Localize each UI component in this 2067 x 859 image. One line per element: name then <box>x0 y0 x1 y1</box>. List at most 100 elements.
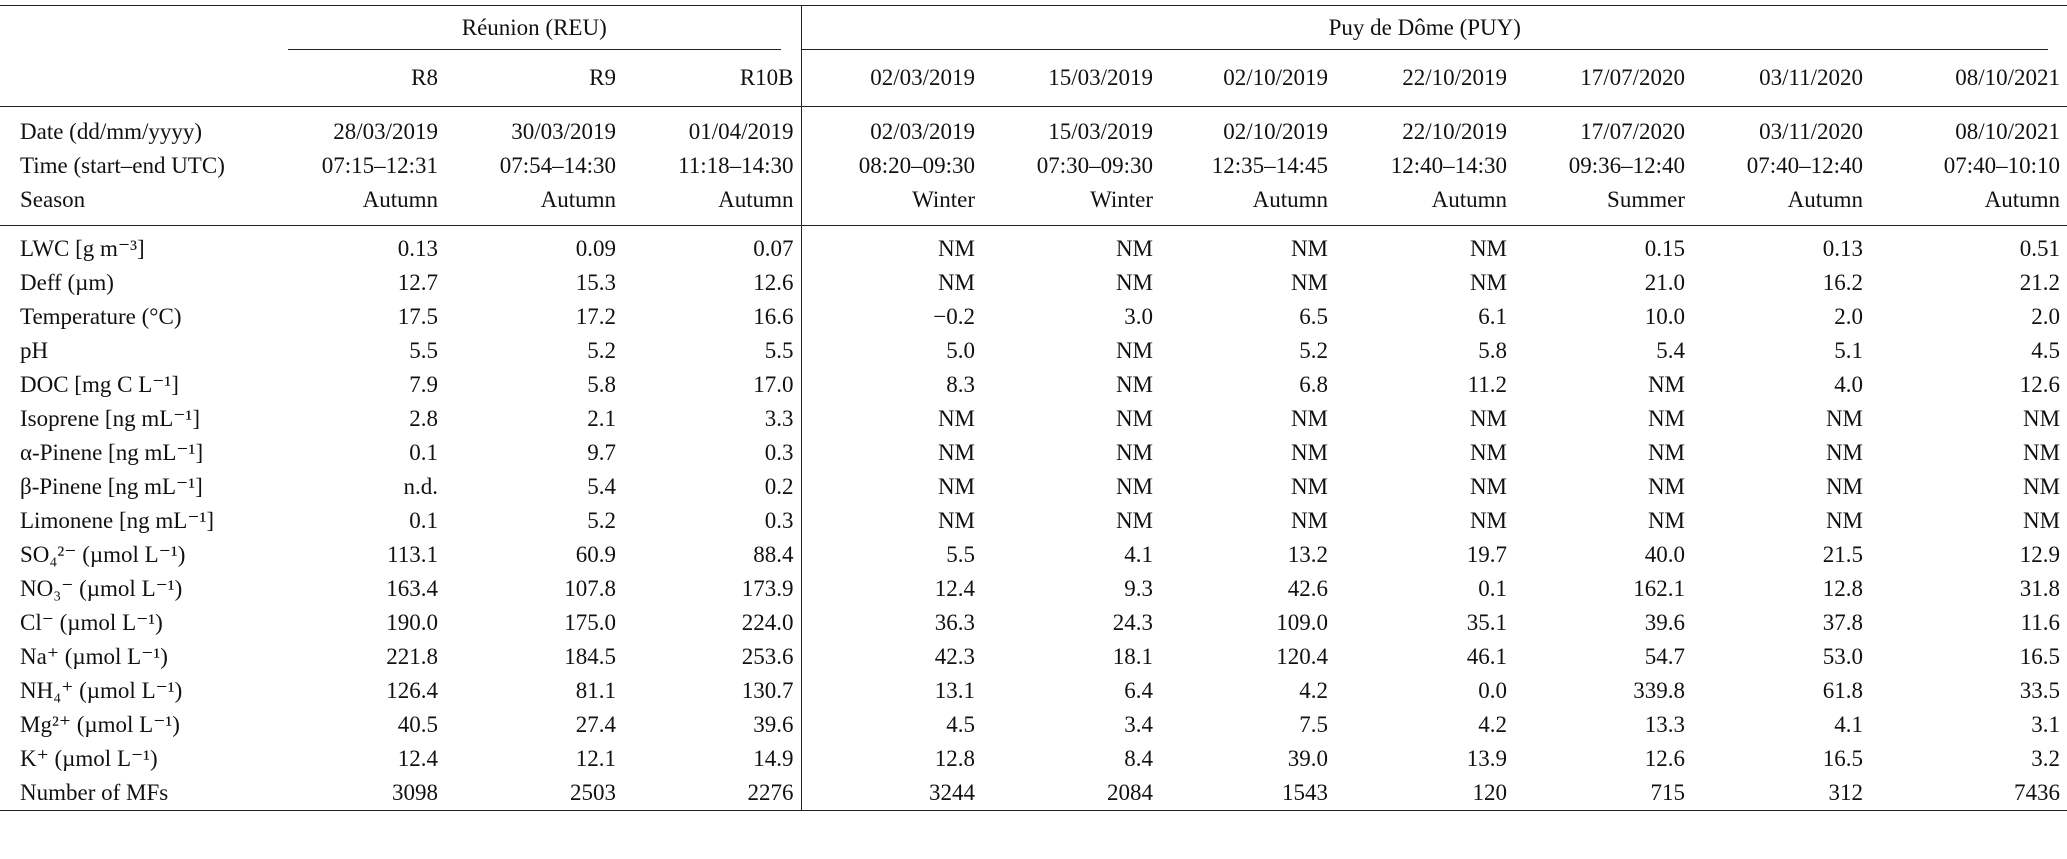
cell: 6.8 <box>1299 372 1328 397</box>
cell: 36.3 <box>800 606 982 640</box>
cell: 18.1 <box>1112 644 1153 669</box>
cell: 0.3 <box>764 508 794 533</box>
data-row: NO₃⁻ (µmol L⁻¹) 163.4 107.8 173.9 12.4 9.3 42.… <box>0 572 2067 606</box>
cell: 12.1 <box>575 746 616 771</box>
cell: 39.0 <box>1287 746 1328 771</box>
cell: 12.9 <box>2019 542 2061 567</box>
info-row: Season Autumn Autumn Autumn Winter Winter Autu… <box>0 183 2067 226</box>
cell: 3.1 <box>2031 712 2061 737</box>
cell: 31.8 <box>2019 576 2061 601</box>
cell: 173.9 <box>741 576 794 601</box>
cell: 12.4 <box>397 746 438 771</box>
data-table: Réunion (REU) Puy de Dôme (PUY) R8 R9 R10B 02… <box>0 5 2067 811</box>
cell: 2.0 <box>1834 304 1863 329</box>
cell: 120.4 <box>1276 644 1328 669</box>
row-label: Season <box>0 183 288 226</box>
cell: 0.13 <box>397 236 438 261</box>
empty-cell <box>0 5 288 50</box>
cell: 02/10/2019 <box>1223 119 1328 144</box>
cell: NM <box>1647 508 1685 533</box>
cell: 19.7 <box>1466 542 1507 567</box>
cell: 107.8 <box>564 576 616 601</box>
cell: 5.4 <box>587 474 616 499</box>
cell: NM <box>2022 508 2061 533</box>
row-label: DOC [mg C L⁻¹] <box>20 372 179 397</box>
column-header: 15/03/2019 <box>982 50 1160 107</box>
row-label: LWC [g m⁻³] <box>20 236 145 261</box>
cell: 21.5 <box>1822 542 1863 567</box>
cell: 715 <box>1514 776 1692 811</box>
cell: 7.5 <box>1299 712 1328 737</box>
cell: 163.4 <box>386 576 438 601</box>
cell: 09:36–12:40 <box>1568 153 1685 178</box>
cell: NM <box>1825 508 1863 533</box>
cell: 39.6 <box>1644 610 1685 635</box>
cell: 8.3 <box>800 368 982 402</box>
page: Réunion (REU) Puy de Dôme (PUY) R8 R9 R10B 02… <box>0 5 2067 859</box>
cell: 11.2 <box>1467 372 1507 397</box>
cell: Winter <box>800 183 982 226</box>
cell: NM <box>1647 406 1685 431</box>
data-row: DOC [mg C L⁻¹] 7.9 5.8 17.0 8.3 NM 6.8 11.2 NM 4.… <box>0 368 2067 402</box>
cell: 3.0 <box>1124 304 1153 329</box>
cell: NM <box>1469 440 1507 465</box>
cell: NM <box>1469 236 1507 261</box>
info-row: Time (start–end UTC) 07:15–12:31 07:54–14:… <box>0 149 2067 183</box>
cell: 0.51 <box>2019 236 2061 261</box>
column-header: 02/03/2019 <box>800 50 982 107</box>
cell: 07:54–14:30 <box>499 153 616 178</box>
column-header: R10B <box>623 50 801 107</box>
data-row: β-Pinene [ng mL⁻¹] n.d. 5.4 0.2 NM NM NM NM NM NM… <box>0 470 2067 504</box>
cell: NM <box>1290 270 1328 295</box>
data-row: α-Pinene [ng mL⁻¹] 0.1 9.7 0.3 NM NM NM NM NM NM N… <box>0 436 2067 470</box>
cell: 0.0 <box>1478 678 1507 703</box>
cell: 30/03/2019 <box>511 119 616 144</box>
cell: 12:40–14:30 <box>1390 153 1507 178</box>
row-label: Limonene [ng mL⁻¹] <box>20 508 215 533</box>
cell: 40.5 <box>397 712 438 737</box>
cell: 7.9 <box>409 372 438 397</box>
cell: 5.1 <box>1834 338 1863 363</box>
cell: 0.07 <box>753 236 794 261</box>
cell: 0.09 <box>575 236 616 261</box>
cell: 0.2 <box>764 474 794 499</box>
row-label: β-Pinene [ng mL⁻¹] <box>20 474 203 499</box>
cell: 4.2 <box>1299 678 1328 703</box>
row-label: α-Pinene [ng mL⁻¹] <box>20 440 204 465</box>
cell: 13.1 <box>800 674 982 708</box>
cell: 2503 <box>445 776 623 811</box>
cell: 10.0 <box>1644 304 1685 329</box>
cell: Summer <box>1514 183 1692 226</box>
cell: 01/04/2019 <box>688 119 794 144</box>
cell: NM <box>2022 406 2061 431</box>
cell: NM <box>800 225 982 266</box>
row-label: NH₄⁺ (µmol L⁻¹) <box>20 678 183 703</box>
cell: 339.8 <box>1633 678 1685 703</box>
cell: n.d. <box>403 474 439 499</box>
cell: NM <box>1115 508 1153 533</box>
cell: NM <box>800 402 982 436</box>
data-row: Cl⁻ (µmol L⁻¹) 190.0 175.0 224.0 36.3 24.3 109… <box>0 606 2067 640</box>
cell: NM <box>800 504 982 538</box>
data-row: Limonene [ng mL⁻¹] 0.1 5.2 0.3 NM NM NM NM NM NM N… <box>0 504 2067 538</box>
cell: NM <box>1469 270 1507 295</box>
column-header: 22/10/2019 <box>1335 50 1514 107</box>
column-header: R9 <box>445 50 623 107</box>
cell: NM <box>1469 406 1507 431</box>
column-header: 08/10/2021 <box>1870 50 2067 107</box>
cell: 21.0 <box>1644 270 1685 295</box>
cell: NM <box>1115 236 1153 261</box>
cell: 5.8 <box>587 372 616 397</box>
cell: 21.2 <box>2019 270 2061 295</box>
empty-cell <box>0 50 288 107</box>
data-row: NH₄⁺ (µmol L⁻¹) 126.4 81.1 130.7 13.1 6.4 4.2 0… <box>0 674 2067 708</box>
cell: 54.7 <box>1644 644 1685 669</box>
data-row: Mg²⁺ (µmol L⁻¹) 40.5 27.4 39.6 4.5 3.4 7.5 4.2 1… <box>0 708 2067 742</box>
cell: NM <box>1290 440 1328 465</box>
info-row: Date (dd/mm/yyyy) 28/03/2019 30/03/2019 01/… <box>0 106 2067 149</box>
cell: NM <box>800 266 982 300</box>
cell: 4.5 <box>2031 338 2061 363</box>
cell: 5.2 <box>587 338 616 363</box>
cell: 109.0 <box>1276 610 1328 635</box>
row-label: Date (dd/mm/yyyy) <box>20 119 203 144</box>
